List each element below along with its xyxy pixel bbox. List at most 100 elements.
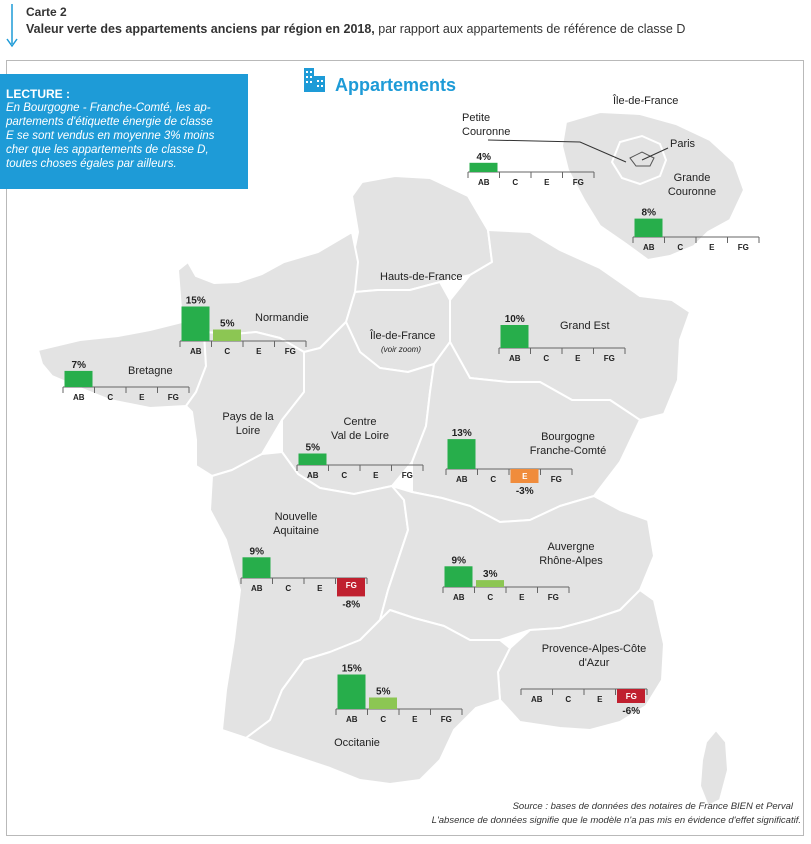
tick-label: E (373, 471, 379, 480)
charts-layer: Petite Couronne 4% AB C E FG Grande Couronne 8% AB… (62, 112, 760, 749)
region-name-label: Nouvelle (275, 511, 318, 523)
region-name-label: Occitanie (334, 737, 380, 749)
bar-value-label: 4% (477, 152, 492, 163)
tick-label: AB (73, 393, 85, 402)
tick-label: FG (551, 475, 562, 484)
tick-label: FG (573, 178, 584, 187)
bar-value-label: 9% (250, 546, 265, 557)
bar-value-label: 8% (642, 208, 657, 219)
tick-label: AB (307, 471, 319, 480)
region-name-label: d'Azur (579, 657, 610, 669)
bar-value-label: 5% (306, 443, 321, 454)
region-name-label: Bretagne (128, 365, 173, 377)
region-name-label: Grande (674, 172, 711, 184)
map-frame (6, 60, 804, 836)
bar-ab (500, 325, 529, 348)
title-rest: par rapport aux appartements de référenc… (374, 22, 686, 36)
tick-label: AB (531, 695, 543, 704)
tick-label: FG (168, 393, 179, 402)
region-bretagne (37, 321, 207, 409)
pc-leader-line (487, 139, 627, 163)
building-icon (304, 68, 325, 92)
bar-value-label: -3% (516, 486, 534, 497)
bar-fg (617, 689, 645, 703)
region-name-label: Grand Est (560, 320, 610, 332)
region-name-label: Pays de la (222, 411, 274, 423)
bar-value-label: 3% (483, 569, 498, 580)
tick-label: C (543, 354, 549, 363)
tick-label: AB (346, 715, 358, 724)
tick-label: C (512, 178, 518, 187)
inset-paris (629, 151, 655, 167)
bar-ab (444, 566, 473, 587)
tick-label: C (380, 715, 386, 724)
region-name-label: Rhône-Alpes (539, 555, 603, 567)
region-occitanie (245, 609, 511, 785)
bar-ab (634, 218, 663, 237)
tick-label: E (575, 354, 581, 363)
region-name-label: Loire (236, 425, 260, 437)
absence-note: L'absence de données signifie que le mod… (431, 815, 801, 826)
tick-label: C (224, 347, 230, 356)
bar-value-label: 5% (376, 687, 391, 698)
region-name-label: Val de Loire (331, 430, 389, 442)
tick-label: FG (548, 593, 559, 602)
bar-c (476, 580, 504, 587)
title-bold: Valeur verte des appartements anciens pa… (26, 22, 375, 36)
tick-label: AB (453, 593, 465, 602)
paris-leader-line (641, 147, 669, 161)
bar-ab (447, 439, 476, 469)
reading-note-line: toutes choses égales par ailleurs. (6, 158, 177, 170)
reading-note-line: cher que les appartements de classe D, (6, 144, 209, 156)
region-name-label: Centre (343, 416, 376, 428)
bar-value-label: -8% (342, 599, 360, 610)
bar-value-label: 15% (186, 296, 206, 307)
bar-e (510, 469, 539, 483)
bar-c (369, 697, 397, 709)
tick-label: E (519, 593, 525, 602)
tick-label: E (256, 347, 262, 356)
tick-label: E (597, 695, 603, 704)
label-hauts-de-france: Hauts-de-France (380, 271, 463, 283)
bar-ab (64, 370, 93, 387)
tick-label: C (490, 475, 496, 484)
bar-ab (337, 674, 366, 709)
bar-ab (469, 162, 498, 172)
tick-label: FG (626, 692, 637, 701)
inset-grande-couronne (560, 110, 746, 262)
idf-inset (487, 110, 746, 262)
tick-label: FG (441, 715, 452, 724)
tick-label: FG (604, 354, 615, 363)
map-number: Carte 2 (26, 5, 67, 19)
bar-fg (337, 578, 365, 597)
region-name-label: Franche-Comté (530, 445, 606, 457)
region-name-label: Bourgogne (541, 431, 595, 443)
region-name-label: Couronne (462, 126, 510, 138)
label-idf-note: (voir zoom) (381, 345, 421, 354)
down-arrow-icon (6, 4, 18, 48)
region-name-label: Normandie (255, 312, 309, 324)
tick-label: C (677, 243, 683, 252)
region-name-label: Auvergne (547, 541, 594, 553)
bar-value-label: 5% (220, 319, 235, 330)
region-corse (699, 729, 729, 807)
bar-value-label: 9% (452, 555, 467, 566)
reading-note-line: En Bourgogne - Franche-Comté, les ap- (6, 102, 211, 114)
tick-label: C (487, 593, 493, 602)
reading-note-line: E se sont vendus en moyenne 3% moins (6, 130, 215, 142)
tick-label: C (565, 695, 571, 704)
header: Carte 2 Valeur verte des appartements an… (0, 0, 811, 52)
tick-label: E (139, 393, 145, 402)
bar-value-label: 15% (342, 664, 362, 675)
tick-label: AB (643, 243, 655, 252)
tick-label: C (341, 471, 347, 480)
tick-label: AB (251, 584, 263, 593)
bar-ab (298, 453, 327, 465)
tick-label: E (709, 243, 715, 252)
tick-label: AB (190, 347, 202, 356)
reading-note-heading: LECTURE : (6, 87, 70, 101)
region-name-label: Couronne (668, 186, 716, 198)
label-paris: Paris (670, 138, 696, 150)
legend: Appartements (302, 66, 456, 96)
tick-label: FG (402, 471, 413, 480)
